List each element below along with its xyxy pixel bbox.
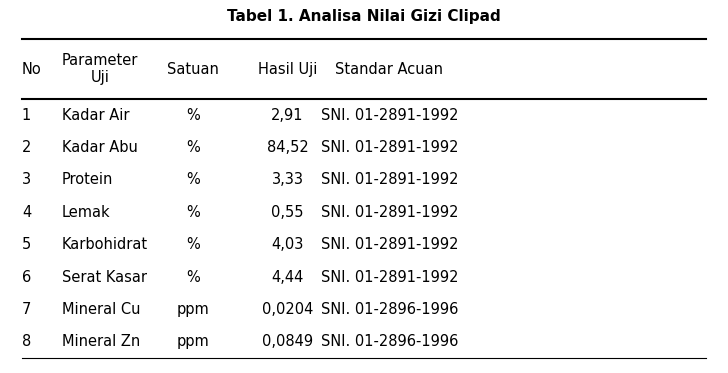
Text: %: % [186, 107, 199, 123]
Text: SNI. 01-2896-1996: SNI. 01-2896-1996 [321, 334, 458, 350]
Text: Karbohidrat: Karbohidrat [62, 237, 148, 252]
Text: 8: 8 [22, 334, 31, 350]
Text: 0,0849: 0,0849 [262, 334, 313, 350]
Text: Mineral Zn: Mineral Zn [62, 334, 140, 350]
Text: SNI. 01-2891-1992: SNI. 01-2891-1992 [321, 107, 458, 123]
Text: ppm: ppm [177, 334, 209, 350]
Text: 3,33: 3,33 [272, 172, 304, 187]
Text: %: % [186, 237, 199, 252]
Text: 0,0204: 0,0204 [262, 302, 313, 317]
Text: Mineral Cu: Mineral Cu [62, 302, 141, 317]
Text: SNI. 01-2896-1996: SNI. 01-2896-1996 [321, 302, 458, 317]
Text: No: No [22, 62, 41, 76]
Text: Parameter
Uji: Parameter Uji [62, 53, 138, 85]
Text: SNI. 01-2891-1992: SNI. 01-2891-1992 [321, 270, 458, 285]
Text: Satuan: Satuan [167, 62, 219, 76]
Text: %: % [186, 172, 199, 187]
Text: Standar Acuan: Standar Acuan [336, 62, 443, 76]
Text: 1: 1 [22, 107, 31, 123]
Text: 6: 6 [22, 270, 31, 285]
Text: Protein: Protein [62, 172, 114, 187]
Text: 84,52: 84,52 [266, 140, 309, 155]
Text: Kadar Abu: Kadar Abu [62, 140, 138, 155]
Text: 0,55: 0,55 [272, 205, 304, 220]
Text: Hasil Uji: Hasil Uji [258, 62, 317, 76]
Text: %: % [186, 140, 199, 155]
Text: SNI. 01-2891-1992: SNI. 01-2891-1992 [321, 140, 458, 155]
Text: %: % [186, 270, 199, 285]
Text: Serat Kasar: Serat Kasar [62, 270, 147, 285]
Text: 4: 4 [22, 205, 31, 220]
Text: Tabel 1. Analisa Nilai Gizi Clipad: Tabel 1. Analisa Nilai Gizi Clipad [227, 9, 501, 24]
Text: 7: 7 [22, 302, 31, 317]
Text: 2: 2 [22, 140, 31, 155]
Text: 2,91: 2,91 [272, 107, 304, 123]
Text: Lemak: Lemak [62, 205, 111, 220]
Text: 4,44: 4,44 [272, 270, 304, 285]
Text: SNI. 01-2891-1992: SNI. 01-2891-1992 [321, 205, 458, 220]
Text: %: % [186, 205, 199, 220]
Text: 3: 3 [22, 172, 31, 187]
Text: ppm: ppm [177, 302, 209, 317]
Text: 4,03: 4,03 [272, 237, 304, 252]
Text: SNI. 01-2891-1992: SNI. 01-2891-1992 [321, 237, 458, 252]
Text: Kadar Air: Kadar Air [62, 107, 130, 123]
Text: 5: 5 [22, 237, 31, 252]
Text: SNI. 01-2891-1992: SNI. 01-2891-1992 [321, 172, 458, 187]
